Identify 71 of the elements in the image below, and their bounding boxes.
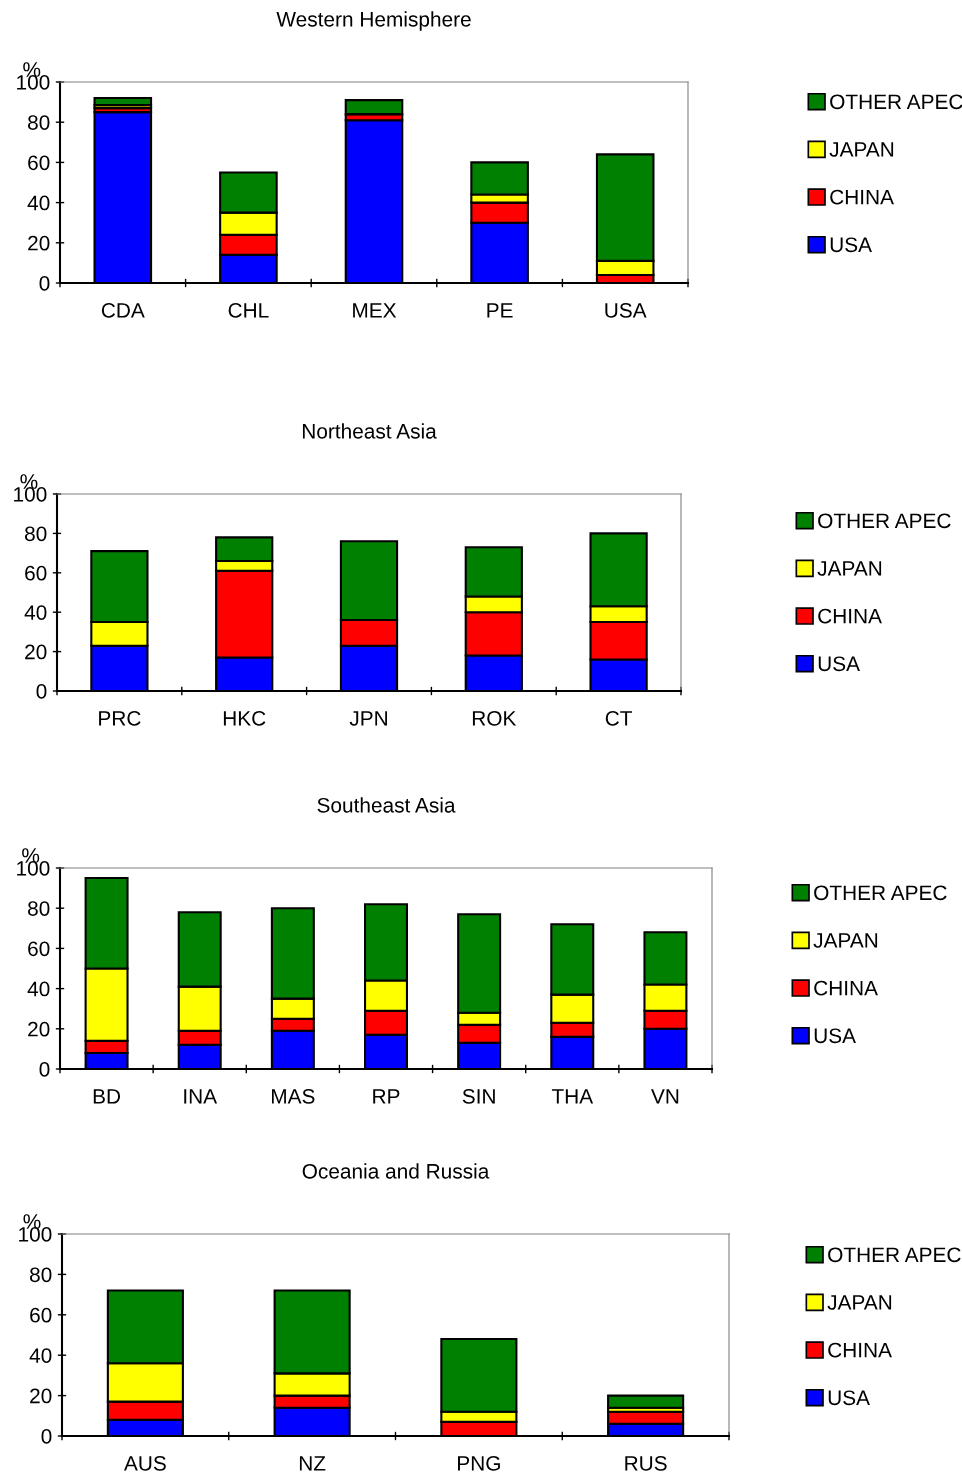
x-tick-label: PNG	[458, 1455, 500, 1471]
legend-label: OTHER APEC	[814, 885, 947, 901]
legend-label: OTHER APEC	[828, 1247, 961, 1263]
y-tick-label: 80	[25, 526, 47, 542]
x-tick-label: NZ	[299, 1456, 326, 1471]
x-tick-label: HKC	[223, 710, 266, 726]
x-tick-label: PRC	[99, 710, 141, 726]
y-tick-label: 0	[41, 1429, 52, 1444]
y-axis-title: %	[20, 474, 38, 489]
y-tick-label: 20	[25, 644, 47, 660]
y-tick-label: 80	[30, 1267, 52, 1283]
chart-title: Southeast Asia	[317, 797, 456, 813]
x-tick-label: INA	[184, 1089, 218, 1104]
legend-label: CHINA	[828, 1342, 892, 1358]
x-tick-label: CHL	[228, 302, 269, 318]
y-tick-label: 40	[24, 605, 47, 620]
legend-label: JAPAN	[827, 1295, 892, 1310]
legend-label: CHINA	[814, 980, 878, 996]
chart-title: Western Hemisphere	[276, 11, 471, 31]
x-tick-label: RP	[373, 1089, 400, 1104]
legend-label: OTHER APEC	[830, 94, 962, 110]
y-tick-label: 0	[39, 276, 50, 291]
y-tick-label: 40	[29, 1348, 52, 1363]
chart-title: Oceania and Russia	[302, 1163, 490, 1179]
legend-label: CHINA	[830, 189, 894, 205]
x-tick-label: JPN	[349, 711, 387, 726]
y-tick-label: 100	[19, 1227, 52, 1242]
y-tick-label: 60	[25, 565, 47, 581]
x-tick-label: CT	[605, 710, 633, 726]
y-axis-title: %	[22, 848, 40, 863]
y-tick-label: 60	[28, 941, 50, 957]
y-tick-label: 0	[39, 1062, 50, 1077]
legend-label: USA	[830, 237, 872, 253]
x-tick-label: PE	[487, 303, 513, 318]
legend-label: USA	[814, 1028, 856, 1044]
legend-label: JAPAN	[829, 142, 894, 157]
y-tick-label: 80	[28, 115, 50, 130]
y-tick-label: 60	[30, 1307, 52, 1323]
x-tick-label: VN	[651, 1089, 679, 1104]
x-tick-label: MEX	[353, 303, 397, 318]
bar	[93, 97, 153, 107]
x-tick-label: ROK	[472, 710, 517, 726]
y-tick-label: 20	[30, 1388, 52, 1404]
y-tick-label: 40	[27, 195, 50, 211]
y-tick-label: 100	[17, 861, 50, 876]
x-tick-label: BD	[93, 1089, 121, 1104]
y-tick-label: 40	[27, 981, 50, 997]
y-tick-label: 100	[14, 487, 47, 502]
x-tick-label: SIN	[462, 1088, 495, 1104]
y-tick-label: 80	[28, 901, 50, 916]
legend-label: JAPAN	[813, 933, 878, 948]
legend-label: CHINA	[818, 608, 882, 624]
y-tick-label: 0	[36, 684, 47, 699]
y-tick-label: 100	[17, 75, 50, 90]
x-tick-label: THA	[551, 1089, 594, 1104]
legend-label: USA	[828, 1390, 870, 1406]
y-axis-title: %	[23, 62, 41, 77]
y-axis-title: %	[23, 1214, 41, 1229]
x-tick-label: RUS	[625, 1455, 667, 1471]
x-tick-label: CDA	[101, 302, 145, 318]
x-tick-label: MAS	[271, 1088, 315, 1104]
y-tick-label: 60	[28, 155, 50, 171]
y-tick-label: 20	[28, 235, 50, 251]
legend-label: OTHER APEC	[818, 513, 951, 529]
legend-label: JAPAN	[817, 561, 882, 576]
x-tick-label: USA	[605, 302, 647, 318]
bar	[607, 1394, 685, 1409]
legend-label: USA	[818, 656, 860, 672]
y-tick-label: 20	[28, 1021, 50, 1037]
x-tick-label: AUS	[124, 1455, 166, 1471]
chart-title: Northeast Asia	[302, 423, 437, 439]
